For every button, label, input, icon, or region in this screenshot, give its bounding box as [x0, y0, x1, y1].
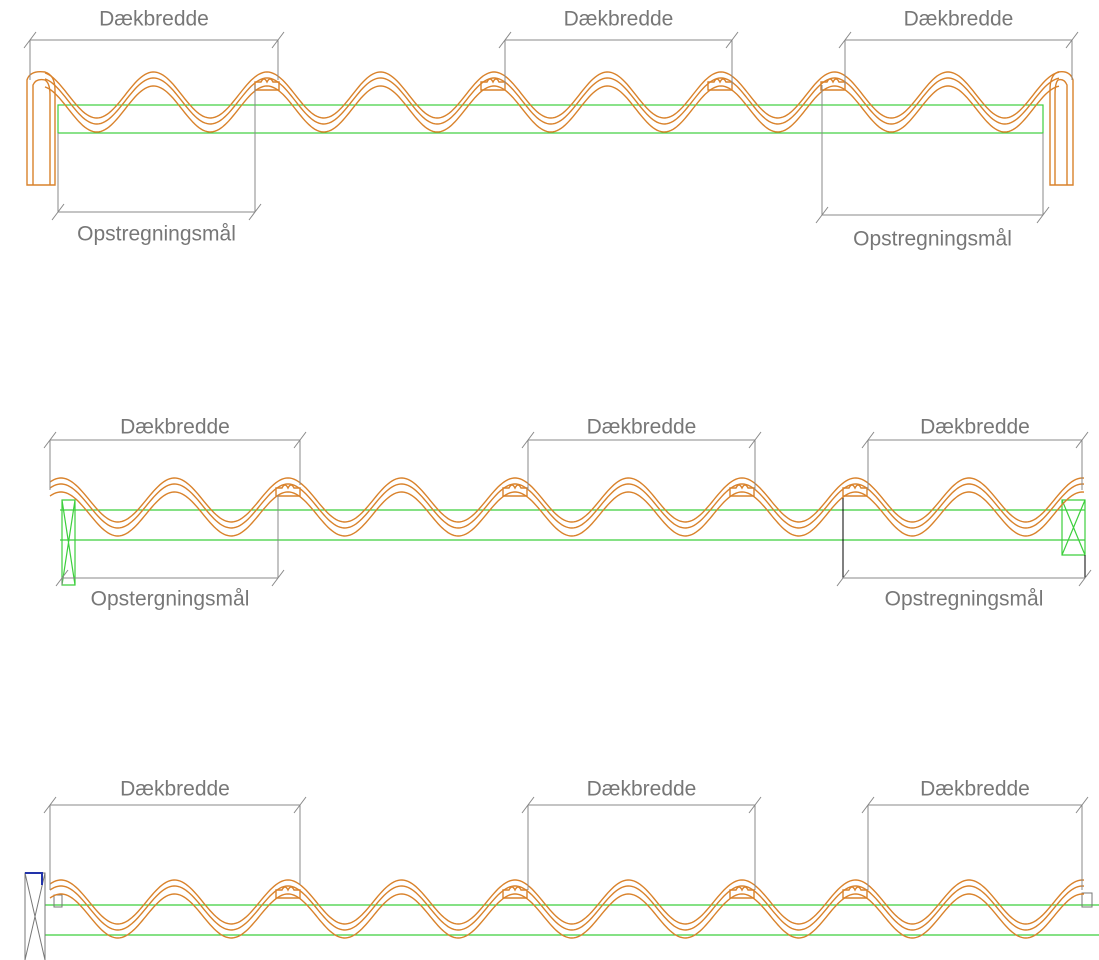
tile-profile: [49, 491, 1085, 537]
spacer: [61, 499, 76, 586]
dimension-label: Dækbredde: [587, 778, 697, 801]
dimension-label: Opstregningsmål: [885, 588, 1044, 611]
dimension-line: [521, 796, 762, 890]
barge-tile: [26, 70, 56, 186]
dimension-line: [43, 431, 307, 490]
dimension-label: Dækbredde: [587, 416, 697, 439]
dimension-line: [55, 495, 285, 587]
tile-profile: [44, 71, 1060, 119]
tile-profile: [49, 477, 1085, 523]
fascia-edge: [25, 872, 43, 885]
tile-profile: [49, 483, 1085, 529]
tile-profile: [44, 77, 1060, 125]
dimension-label: Opstergningsmål: [91, 588, 250, 611]
tile-profile: [49, 885, 1085, 931]
dimension-label: Dækbredde: [120, 416, 230, 439]
tile-lock: [729, 886, 755, 899]
dimension-label: Dækbredde: [120, 778, 230, 801]
fascia: [24, 872, 46, 960]
tile-lock: [275, 484, 301, 497]
tile-lock: [820, 78, 846, 91]
tile-lock: [707, 78, 733, 91]
dimension-label: Dækbredde: [99, 8, 209, 31]
dimension-label: Dækbredde: [904, 8, 1014, 31]
dimension-label: Opstregningsmål: [853, 228, 1012, 251]
dimension-label: Opstregningsmål: [77, 223, 236, 246]
tile-lock: [842, 484, 868, 497]
dimension-label: Dækbredde: [920, 778, 1030, 801]
tile-lock: [480, 78, 506, 91]
tile-lock: [254, 78, 280, 91]
dimension-line: [861, 796, 1089, 890]
dimension-line: [43, 796, 307, 890]
dimension-line: [23, 31, 285, 80]
tile-lock: [275, 886, 301, 899]
dimension-label: Dækbredde: [564, 8, 674, 31]
spacer: [1061, 499, 1086, 556]
tile-lock: [502, 886, 528, 899]
dimension-line: [838, 31, 1079, 85]
dimension-label: Dækbredde: [920, 416, 1030, 439]
dimension-line: [521, 431, 762, 490]
tile-profile: [49, 893, 1085, 939]
dimension-line: [815, 85, 1050, 224]
tile-profile: [49, 879, 1085, 925]
dimension-line: [836, 569, 1092, 587]
comb-filler: [1081, 892, 1093, 908]
tile-profile: [44, 85, 1060, 133]
dimension-line: [498, 31, 739, 85]
batten: [57, 104, 1044, 134]
tile-lock: [729, 484, 755, 497]
tile-lock: [842, 886, 868, 899]
dimension-line: [51, 85, 262, 221]
tile-lock: [502, 484, 528, 497]
dimension-line: [861, 431, 1089, 490]
